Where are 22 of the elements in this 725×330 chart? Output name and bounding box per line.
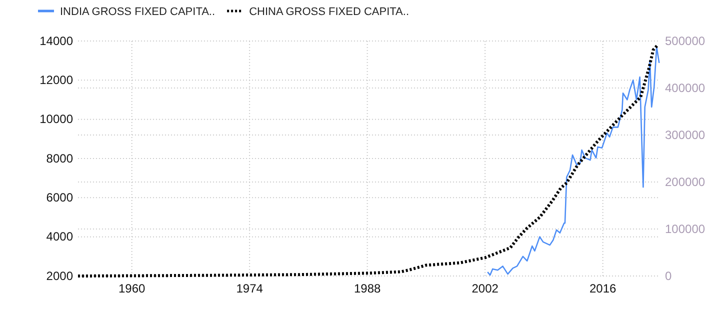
y2-tick-label: 100000 <box>665 222 706 236</box>
line-series <box>76 44 659 278</box>
y2-tick-label: 400000 <box>665 80 706 95</box>
y2-tick-label: 200000 <box>665 174 706 189</box>
y-tick-label: 6000 <box>46 190 74 205</box>
y2-tick-label: 300000 <box>665 128 706 142</box>
y-tick-label: 12000 <box>40 73 74 88</box>
line-series <box>486 46 660 276</box>
y-tick-label: 4000 <box>46 230 74 244</box>
legend-label: CHINA GROSS FIXED CAPITA.. <box>249 6 409 18</box>
y-tick-label: 2000 <box>46 268 74 283</box>
y2-tick-label: 0 <box>665 268 672 283</box>
x-tick-label: 2016 <box>589 282 616 296</box>
x-tick-label: 1974 <box>236 282 264 296</box>
y-tick-label: 10000 <box>40 112 74 126</box>
x-tick-label: 2002 <box>472 282 499 296</box>
y-tick-label: 14000 <box>40 34 74 48</box>
x-tick-label: 1960 <box>118 282 146 296</box>
y2-tick-label: 500000 <box>665 34 706 48</box>
legend-label: INDIA GROSS FIXED CAPITA.. <box>60 6 216 18</box>
y-tick-label: 8000 <box>46 151 74 166</box>
x-tick-label: 1988 <box>354 282 381 296</box>
